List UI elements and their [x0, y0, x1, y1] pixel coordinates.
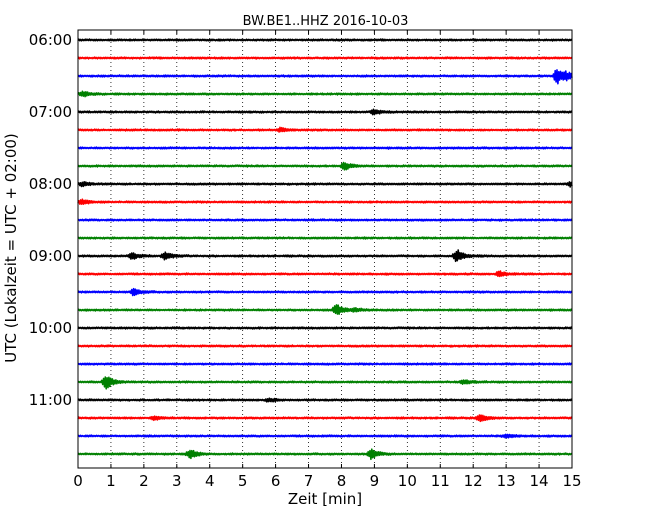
x-tick-label: 6 [271, 472, 281, 490]
y-tick-label: 07:00 [29, 103, 72, 121]
seismogram-trace [77, 376, 573, 390]
seismogram-trace [77, 326, 573, 330]
y-tick-label: 11:00 [29, 391, 72, 409]
seismogram-trace [77, 414, 573, 423]
seismogram-trace [77, 362, 573, 366]
plot-frame [77, 29, 573, 469]
tick-layer: 0 1 2 3 4 5 6 7 8 9 10 11 12 13 14 1506:0007:0008:0009:… [29, 30, 582, 490]
seismogram-trace [77, 344, 573, 348]
seismogram-trace [77, 218, 573, 222]
seismogram-trace [77, 38, 573, 42]
y-tick-label: 10:00 [29, 319, 72, 337]
seismogram-trace [77, 108, 573, 116]
y-tick-label: 08:00 [29, 175, 72, 193]
trace-layer [77, 38, 573, 461]
seismogram-trace [77, 433, 573, 439]
seismogram-trace [77, 180, 573, 188]
y-tick-label: 06:00 [29, 31, 72, 49]
x-tick-label: 7 [304, 472, 314, 490]
x-tick-label: 13 [497, 472, 516, 490]
grid-layer [110, 30, 540, 468]
x-tick-label: 9 [370, 472, 380, 490]
x-tick-label: 3 [172, 472, 182, 490]
seismogram-trace [77, 270, 573, 278]
chart-title: BW.BE1..HHZ 2016-10-03 [243, 14, 409, 29]
x-tick-label: 14 [530, 472, 549, 490]
seismogram-trace [77, 304, 573, 315]
seismogram-trace [77, 198, 573, 206]
x-tick-label: 2 [139, 472, 149, 490]
seismogram-trace [77, 90, 573, 98]
seismogram-trace [77, 69, 573, 85]
y-axis-label: UTC (Lokalzeit = UTC + 02:00) [2, 133, 20, 363]
x-axis-label: Zeit [min] [288, 490, 362, 508]
x-tick-label: 1 [106, 472, 116, 490]
seismogram-trace [77, 397, 573, 403]
seismogram-trace [77, 249, 573, 263]
x-tick-label: 12 [464, 472, 483, 490]
seismogram-trace [77, 236, 573, 240]
seismogram-trace [77, 287, 573, 297]
x-tick-label: 10 [398, 472, 417, 490]
x-tick-label: 15 [562, 472, 581, 490]
x-tick-label: 8 [337, 472, 347, 490]
seismogram-trace [77, 146, 573, 150]
seismogram-trace [77, 448, 573, 461]
x-tick-label: 5 [238, 472, 248, 490]
y-tick-label: 09:00 [29, 247, 72, 265]
seismogram-trace [77, 126, 573, 133]
x-tick-label: 4 [205, 472, 215, 490]
seismogram-trace [77, 56, 573, 60]
seismogram-trace [77, 161, 573, 171]
x-tick-label: 0 [73, 472, 83, 490]
x-tick-label: 11 [431, 472, 450, 490]
